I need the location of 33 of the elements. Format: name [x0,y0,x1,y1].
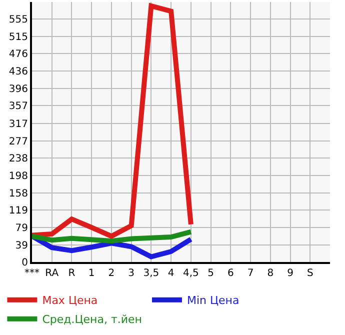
y-tick-label: 436 [8,66,28,78]
y-tick-label: 79 [15,222,28,234]
x-tick-label: 8 [267,268,274,279]
y-tick-label: 515 [8,32,28,44]
y-tick-label: 198 [8,170,28,182]
y-tick-label: 476 [8,49,28,60]
y-tick-label: 158 [8,188,28,200]
x-tick-label: 1 [88,268,95,279]
x-tick-label: S [306,268,314,279]
x-tick-label: R [68,268,76,279]
y-tick-label: 277 [8,136,28,148]
x-tick-label: 9 [287,268,294,279]
legend-label: Max Цена [42,294,98,308]
x-tick-label: 3 [128,268,135,279]
y-tick-label: 396 [8,84,28,96]
x-tick-label: 3,5 [143,268,160,279]
y-tick-label: 238 [8,153,28,164]
legend-label: Min Цена [186,294,240,308]
x-tick-label: RA [45,268,59,279]
y-tick-label: 555 [8,14,28,26]
y-tick-label: 119 [8,205,28,216]
x-tick-label: 2 [108,268,115,279]
y-tick-label: 0 [22,258,28,268]
y-tick-label: 39 [15,240,28,252]
x-tick-label: 4,5 [182,268,199,279]
legend-label: Сред.Цена, т.йен [42,313,142,326]
y-tick-label: 317 [8,118,28,130]
x-tick-label: 6 [227,268,234,279]
y-tick-label: 357 [8,101,28,112]
x-tick-label: 7 [247,268,254,279]
x-tick-label: 4 [168,268,174,279]
x-tick-label: 5 [208,268,214,279]
x-tick-label: *** [24,268,40,279]
